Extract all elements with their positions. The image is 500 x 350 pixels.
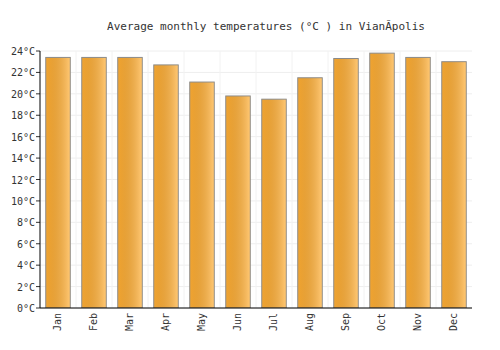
y-tick-label: 24°C [11,46,35,57]
x-tick-label: May [196,313,207,331]
tick-mark [36,136,40,137]
y-tick-label: 10°C [11,196,35,207]
chart-container: Average monthly temperatures (°C ) in Vi… [0,0,500,350]
y-tick-label: 6°C [17,239,35,250]
grid-line-vertical [148,51,149,308]
y-tick-label: 16°C [11,132,35,143]
bar [262,99,286,308]
chart-svg: Average monthly temperatures (°C ) in Vi… [0,0,500,350]
x-axis [40,308,472,309]
grid-line-vertical [256,51,257,308]
x-tick-label: Sep [340,313,351,331]
y-tick-label: 0°C [17,303,35,314]
bar [190,82,214,308]
y-tick-label: 18°C [11,110,35,121]
tick-mark [36,93,40,94]
bar-shade [226,96,249,307]
x-tick-label: Jul [268,313,279,331]
y-tick-label: 8°C [17,217,35,228]
grid-line-vertical [76,51,77,308]
x-tick-label: Apr [160,313,171,331]
y-tick-label: 2°C [17,282,35,293]
x-tick-label: Jun [232,313,243,331]
tick-mark [36,179,40,180]
bar [298,78,322,308]
x-tick-label: Oct [376,313,387,331]
y-axis [40,51,41,308]
bar-shade [46,58,69,308]
x-tick-label: Jan [52,313,63,331]
tick-mark [36,72,40,73]
bar [118,57,142,308]
x-tick-label: Mar [124,313,135,331]
tick-mark [36,200,40,201]
bar [46,57,70,308]
grid-line-vertical [436,51,437,308]
bar-shade [262,100,285,308]
y-tick-label: 20°C [11,89,35,100]
bar [82,57,106,308]
tick-mark [36,115,40,116]
tick-mark [36,243,40,244]
grid-line-vertical [112,51,113,308]
y-tick-label: 22°C [11,67,35,78]
grid-line-vertical [184,51,185,308]
bar-shade [442,62,465,307]
bar [226,96,250,308]
bar-shade [334,59,357,308]
y-tick-label: 4°C [17,260,35,271]
bar [442,62,466,308]
tick-mark [36,158,40,159]
x-tick-label: Feb [88,313,99,331]
tick-mark [36,265,40,266]
x-tick-label: Dec [448,313,459,331]
bars [46,53,466,308]
x-tick-label: Nov [412,313,423,331]
bar-shade [298,78,321,307]
y-tick-label: 12°C [11,175,35,186]
bar [370,53,394,308]
bar-shade [82,58,105,308]
bar-shade [406,58,429,308]
grid-line-vertical [400,51,401,308]
tick-mark [36,286,40,287]
grid-line-vertical [364,51,365,308]
grid-line-vertical [292,51,293,308]
bar-shade [118,58,141,308]
y-tick-label: 14°C [11,153,35,164]
title: Average monthly temperatures (°C ) in Vi… [107,20,425,33]
tick-mark [36,308,40,309]
grid-line [40,308,472,309]
bar-shade [370,54,393,308]
bar [406,57,430,308]
tick-mark [36,51,40,52]
x-tick-label: Aug [304,313,315,331]
bar-shade [154,65,177,307]
bar [154,65,178,308]
tick-mark [36,222,40,223]
grid-line-vertical [220,51,221,308]
bar [334,58,358,308]
bar-shade [190,83,213,308]
grid-line-vertical [328,51,329,308]
